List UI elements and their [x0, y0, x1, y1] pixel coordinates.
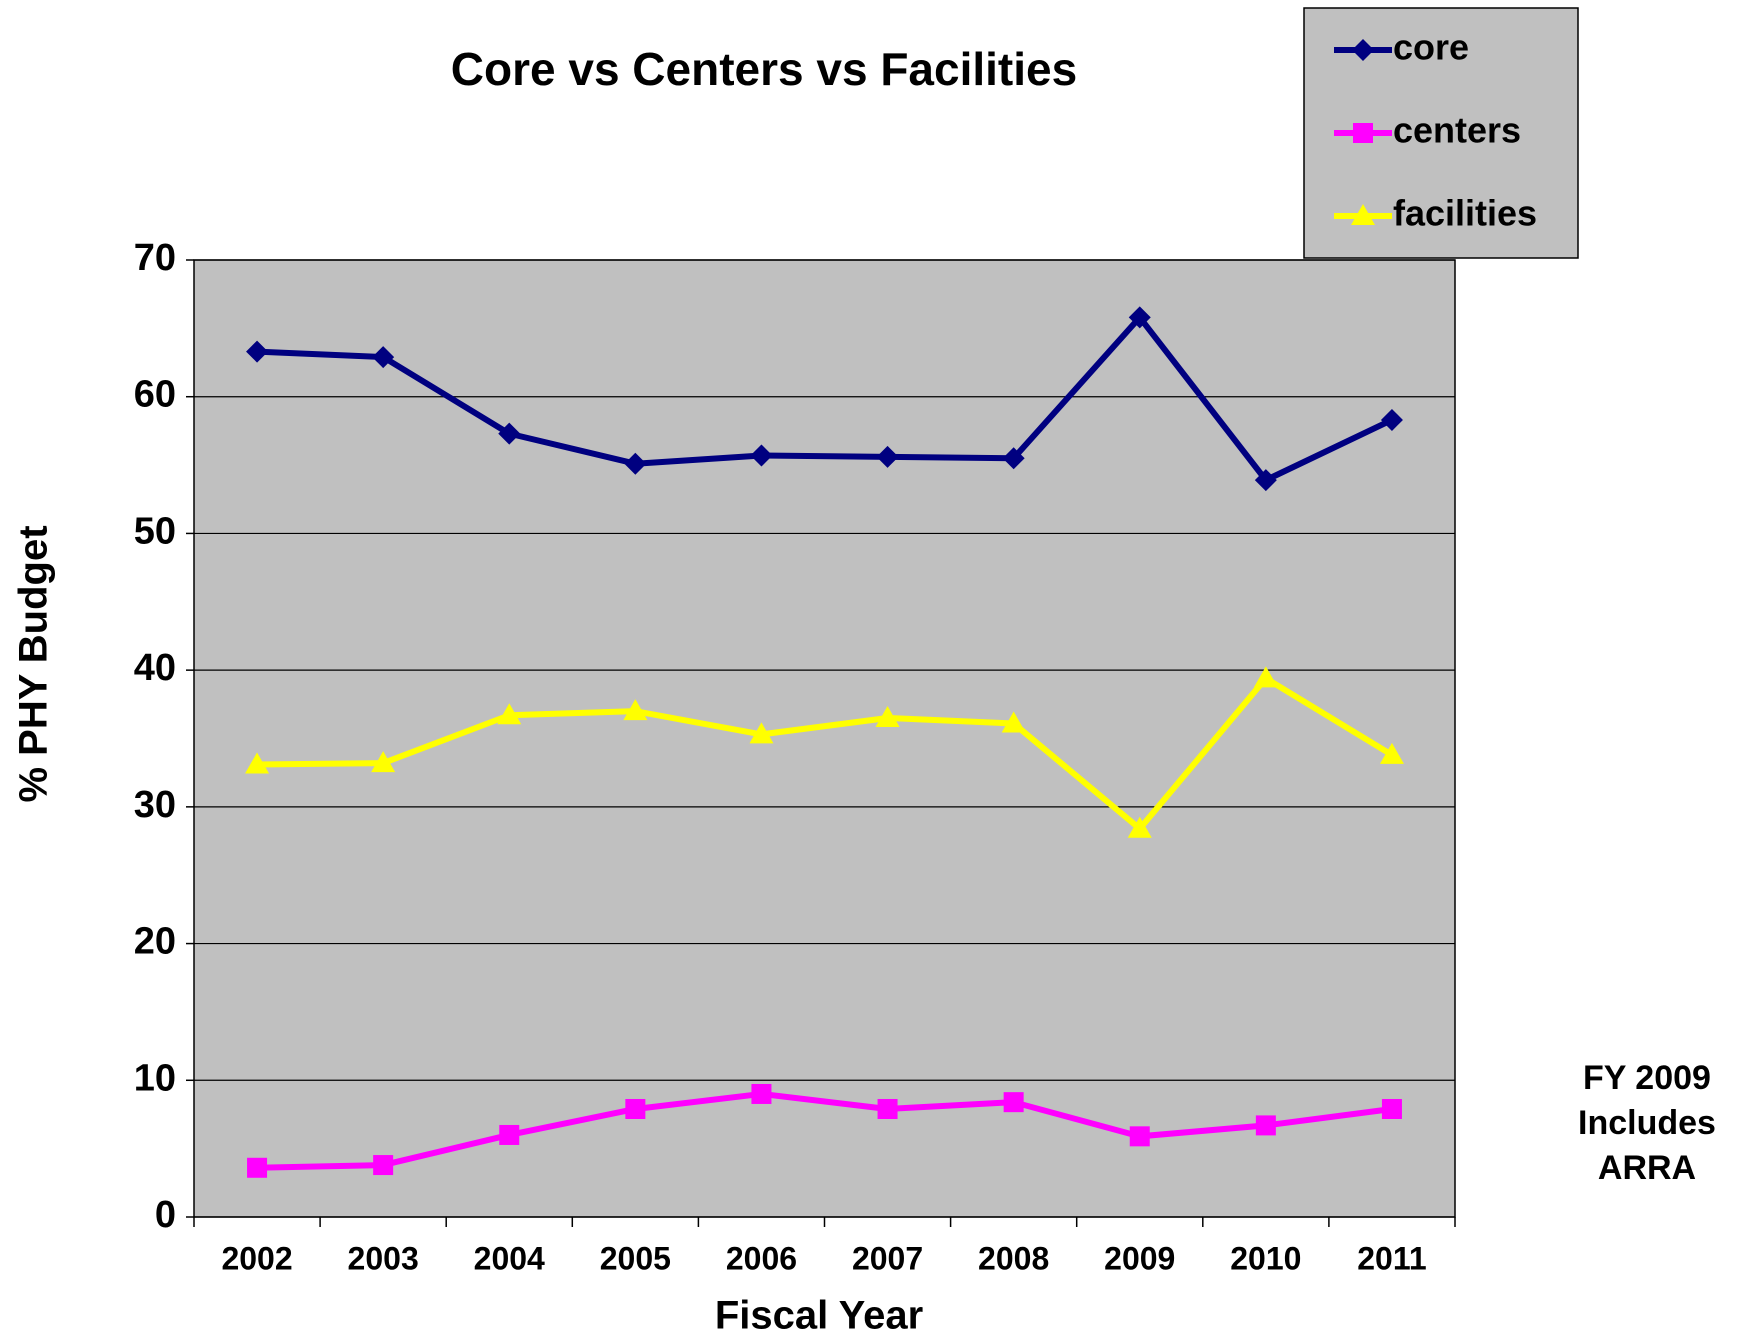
x-tick-label: 2003 — [348, 1240, 419, 1276]
data-point — [371, 751, 396, 773]
legend-label: facilities — [1393, 193, 1537, 234]
series-line — [257, 675, 1394, 832]
data-point — [245, 752, 270, 774]
data-point — [624, 452, 647, 475]
data-point — [1253, 666, 1278, 688]
data-point — [497, 703, 522, 725]
annotation-line: Includes — [1578, 1104, 1716, 1142]
data-point — [246, 340, 269, 363]
y-tick-label: 40 — [134, 647, 176, 689]
x-tick-label: 2011 — [1357, 1240, 1426, 1276]
legend-marker — [1352, 39, 1374, 61]
data-point — [1380, 408, 1403, 431]
data-point — [1001, 711, 1026, 733]
y-axis-label: % PHY Budget — [12, 525, 56, 802]
data-point — [876, 445, 899, 468]
data-point — [1003, 1092, 1024, 1113]
y-tick-label: 50 — [134, 510, 176, 552]
legend-marker — [1353, 123, 1373, 143]
legend-label: centers — [1393, 110, 1521, 151]
data-point — [1128, 306, 1151, 329]
chart-title: Core vs Centers vs Facilities — [451, 43, 1077, 95]
y-tick-label: 0 — [155, 1194, 176, 1236]
legend-label: core — [1393, 27, 1469, 68]
y-tick-label: 10 — [134, 1057, 176, 1099]
x-tick-label: 2006 — [726, 1240, 797, 1276]
data-point — [1255, 1115, 1276, 1136]
data-point — [372, 346, 395, 369]
data-point — [1381, 1098, 1402, 1119]
data-point — [877, 1098, 898, 1119]
data-point — [498, 422, 521, 445]
y-tick-label: 20 — [134, 921, 176, 963]
data-point — [1129, 1126, 1150, 1147]
data-point — [1002, 447, 1025, 470]
data-point — [1254, 469, 1277, 492]
data-point — [875, 705, 900, 727]
data-point — [1379, 742, 1404, 764]
x-tick-label: 2009 — [1104, 1240, 1175, 1276]
data-point — [751, 1083, 772, 1104]
y-tick-label: 70 — [134, 237, 176, 279]
x-tick-label: 2002 — [221, 1240, 292, 1276]
series-line — [256, 314, 1394, 484]
x-tick-label: 2008 — [978, 1240, 1049, 1276]
annotation: FY 2009 Includes ARRA — [1578, 1059, 1716, 1187]
x-tick-label: 2010 — [1230, 1240, 1301, 1276]
x-tick-label: 2005 — [600, 1240, 671, 1276]
data-point — [750, 444, 773, 467]
legend-marker — [1351, 204, 1375, 225]
data-point — [749, 722, 774, 744]
x-tick-label: 2004 — [474, 1240, 545, 1276]
y-tick-label: 30 — [134, 784, 176, 826]
data-point — [499, 1124, 520, 1145]
data-point — [247, 1157, 268, 1178]
data-point — [373, 1155, 394, 1176]
x-axis-label: Fiscal Year — [715, 1294, 923, 1338]
data-point — [623, 699, 648, 721]
annotation-line: FY 2009 — [1583, 1059, 1711, 1097]
y-tick-label: 60 — [134, 374, 176, 416]
annotation-line: ARRA — [1598, 1149, 1696, 1187]
plot-area — [193, 259, 1456, 1218]
x-tick-label: 2007 — [852, 1240, 923, 1276]
series-line — [256, 1090, 1393, 1171]
data-point — [1127, 816, 1152, 838]
data-point — [625, 1098, 646, 1119]
